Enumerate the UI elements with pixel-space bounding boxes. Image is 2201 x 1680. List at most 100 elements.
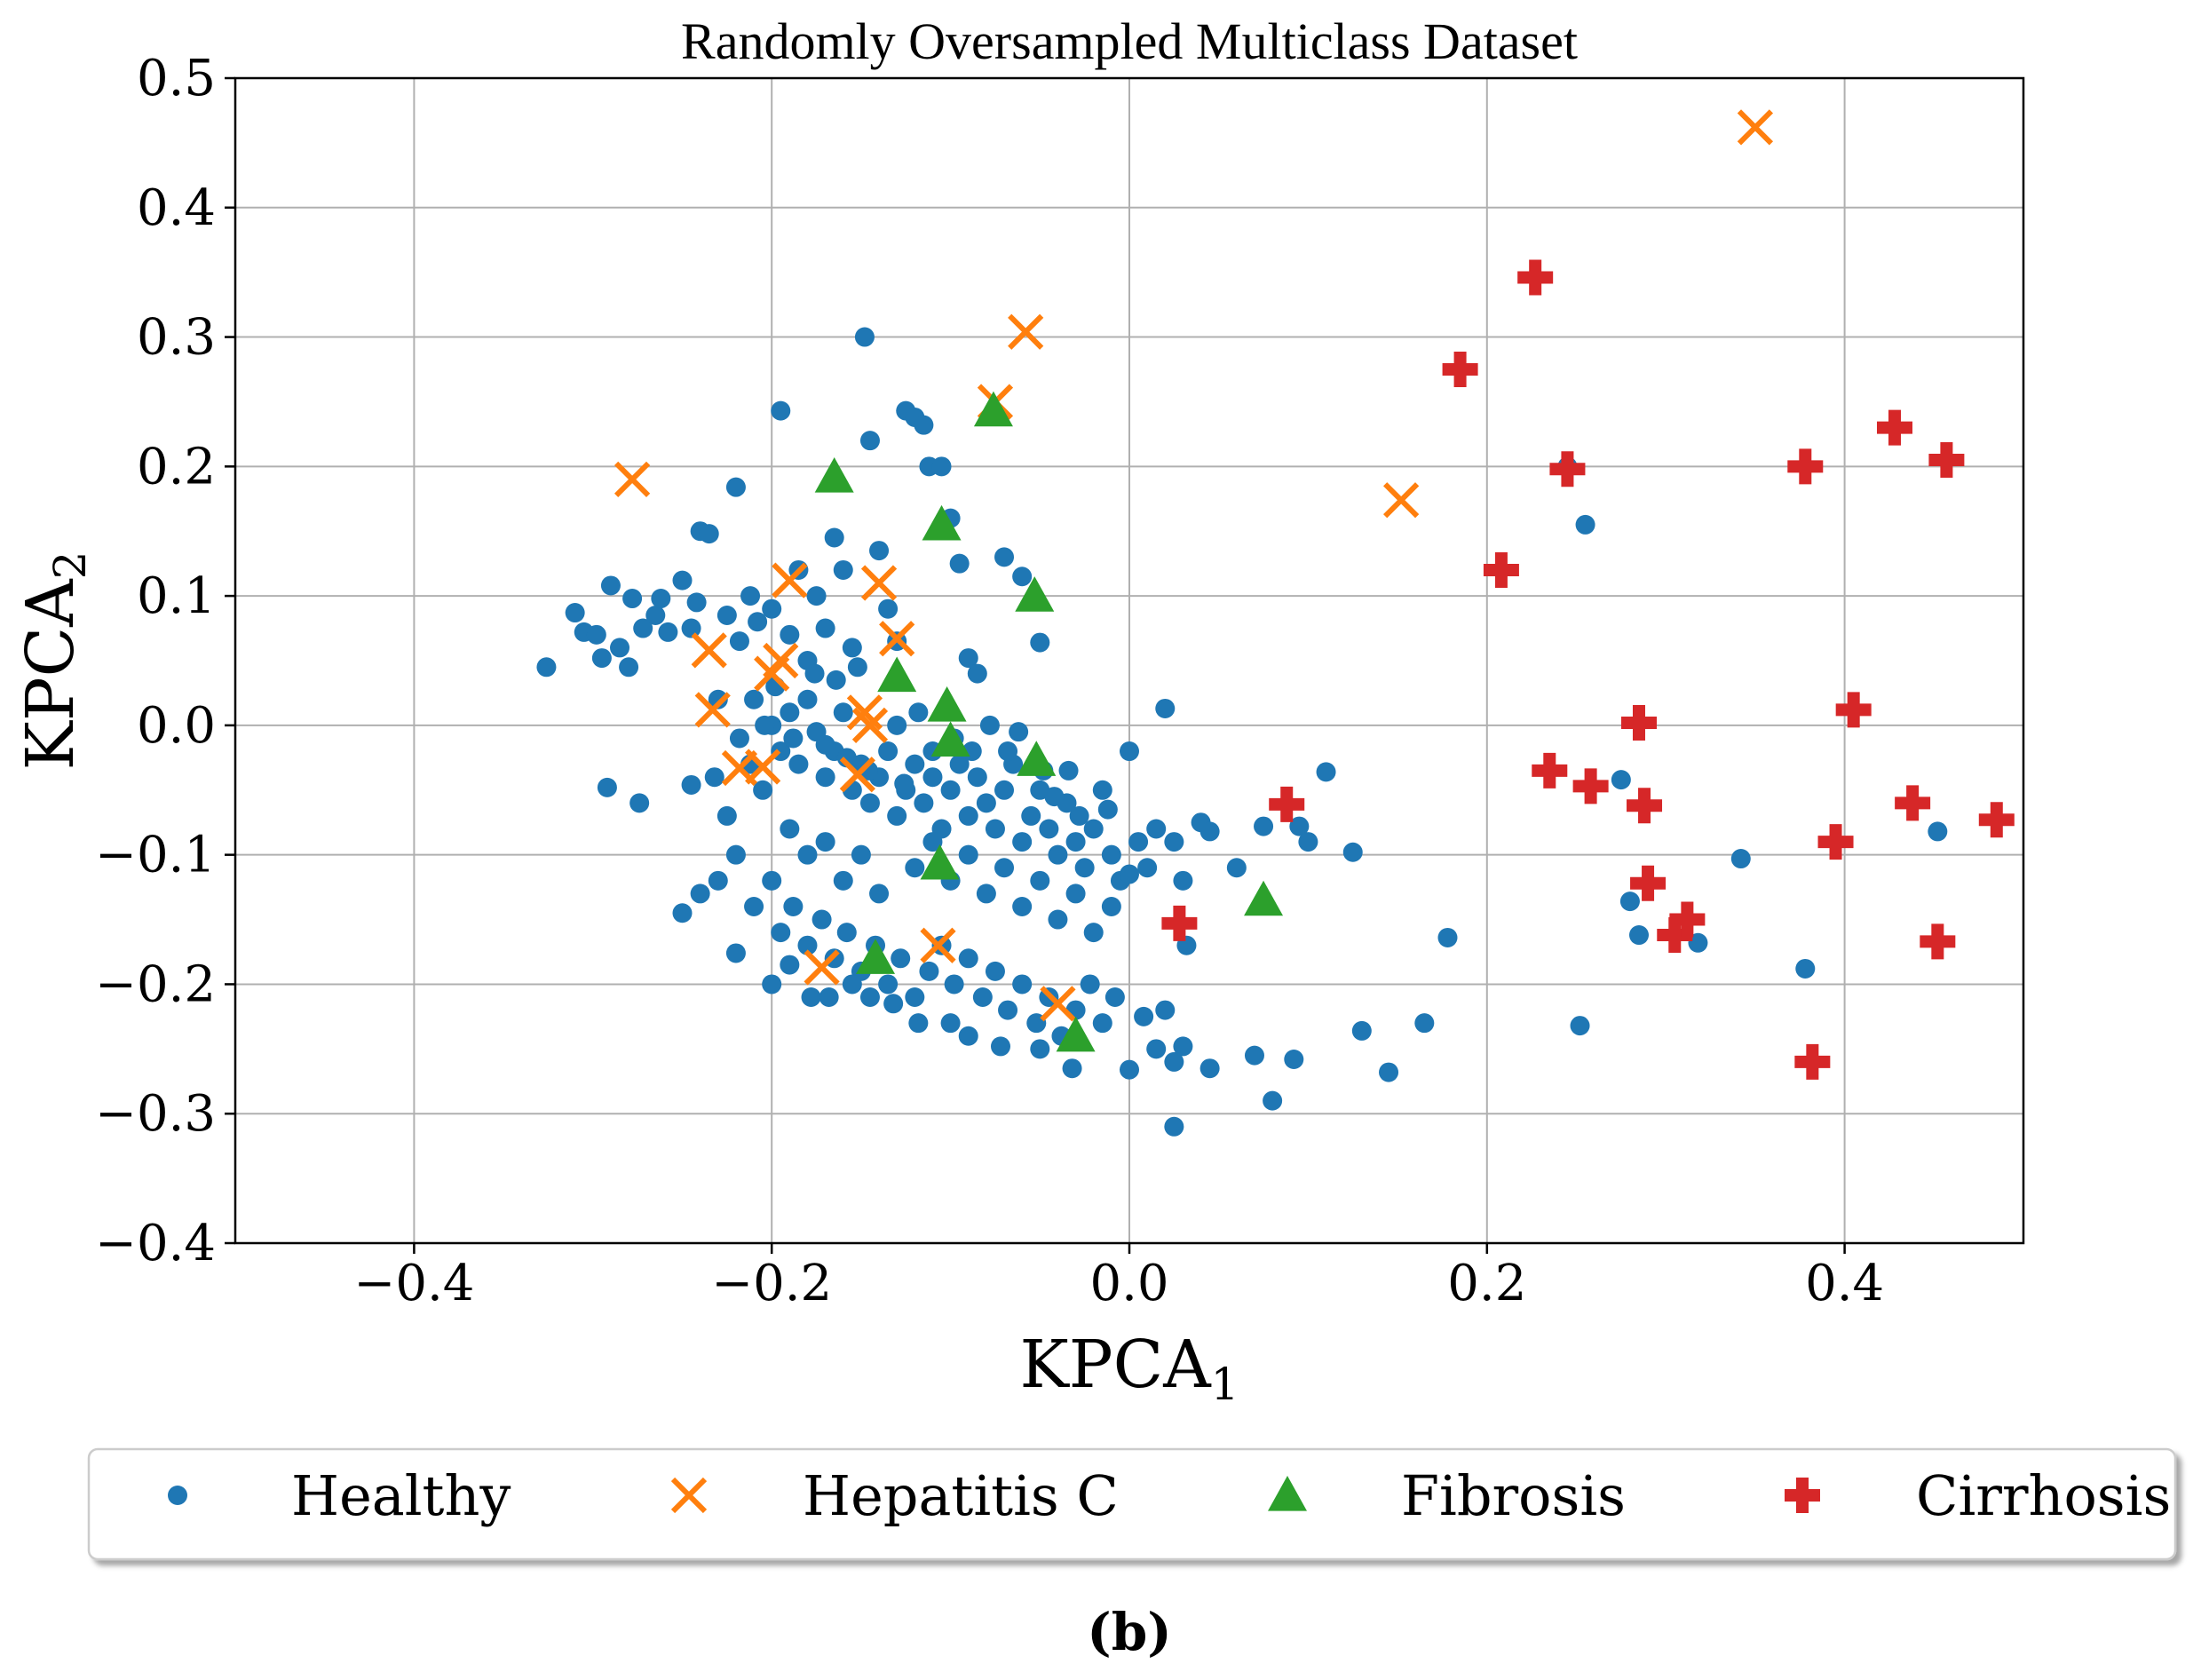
healthy-point: [1619, 892, 1640, 912]
cirrhosis-point: [1920, 923, 1956, 960]
healthy-point: [914, 793, 934, 813]
legend-label-healthy: Healthy: [291, 1463, 511, 1528]
healthy-point: [908, 702, 929, 723]
healthy-point: [725, 943, 746, 963]
healthy-point: [1101, 844, 1121, 865]
healthy-point: [1012, 832, 1033, 852]
healthy-point: [979, 715, 1000, 735]
fibrosis-point: [973, 391, 1013, 427]
healthy-point: [744, 689, 764, 709]
healthy-point: [1351, 1020, 1372, 1041]
series-cirrhosis: [1161, 259, 2015, 1080]
healthy-point: [985, 961, 1005, 981]
fibrosis-point: [1017, 741, 1057, 776]
healthy-point: [1289, 816, 1310, 836]
healthy-point: [1628, 925, 1649, 946]
healthy-point: [748, 612, 768, 632]
cirrhosis-point: [1627, 788, 1663, 824]
healthy-point: [812, 909, 832, 930]
hepatitis-c-point: [614, 461, 651, 498]
healthy-point: [586, 624, 606, 645]
fibrosis-point: [856, 939, 896, 974]
healthy-point: [717, 805, 737, 826]
healthy-point: [1120, 741, 1139, 762]
cirrhosis-point: [1572, 768, 1609, 804]
fibrosis-point: [1056, 1016, 1096, 1052]
cirrhosis-point: [1442, 352, 1478, 387]
healthy-point: [651, 589, 671, 609]
series-healthy: [536, 327, 1948, 1137]
healthy-point: [780, 955, 800, 975]
hepatitis-c-point: [1383, 482, 1420, 519]
healthy-point: [1146, 1039, 1167, 1059]
healthy-point: [1795, 958, 1816, 979]
healthy-point: [972, 987, 993, 1008]
healthy-point: [1030, 870, 1050, 891]
healthy-point: [1065, 884, 1086, 904]
legend-label-hepatitis-c: Hepatitis C: [803, 1463, 1119, 1528]
healthy-point: [894, 773, 914, 794]
healthy-point: [755, 715, 775, 735]
healthy-point: [859, 431, 880, 451]
healthy-point: [1092, 780, 1112, 800]
healthy-point: [788, 754, 809, 774]
healthy-point: [967, 663, 987, 684]
healthy-point: [1199, 821, 1220, 842]
y-tick-label: −0.2: [95, 955, 216, 1013]
healthy-point: [1134, 1006, 1154, 1026]
healthy-point: [536, 657, 557, 678]
cirrhosis-point: [1517, 259, 1554, 296]
legend-marker-cirrhosis: [1785, 1478, 1820, 1513]
healthy-point: [633, 618, 653, 638]
healthy-point: [1044, 787, 1065, 807]
x-tick-label: −0.2: [711, 1255, 832, 1312]
healthy-point: [914, 415, 934, 435]
healthy-point: [905, 858, 925, 878]
hepatitis-c-point: [772, 562, 808, 598]
healthy-point: [771, 400, 791, 421]
cirrhosis-point: [1549, 451, 1586, 487]
healthy-point: [985, 819, 1005, 839]
healthy-point: [878, 974, 899, 995]
healthy-point: [1092, 1013, 1112, 1034]
healthy-point: [725, 844, 746, 865]
hepatitis-c-point: [1737, 109, 1774, 146]
healthy-point: [869, 541, 890, 561]
healthy-point: [1146, 819, 1167, 839]
healthy-point: [815, 734, 835, 755]
healthy-point: [958, 648, 978, 669]
y-tick-label: 0.2: [137, 438, 216, 495]
x-tick-label: 0.2: [1447, 1255, 1526, 1312]
legend-box: [87, 1447, 2177, 1561]
healthy-point: [780, 819, 800, 839]
healthy-point: [1097, 799, 1118, 820]
healthy-point: [949, 553, 970, 574]
hepatitis-c-point: [763, 642, 799, 679]
healthy-point: [1298, 832, 1318, 852]
legend-marker-fibrosis: [1268, 1476, 1307, 1511]
healthy-point: [762, 974, 782, 995]
y-tick-label: −0.1: [95, 827, 216, 884]
healthy-point: [891, 948, 911, 969]
cirrhosis-point: [1483, 551, 1519, 588]
healthy-point: [905, 754, 925, 774]
healthy-point: [622, 589, 643, 609]
cirrhosis-point: [1269, 786, 1305, 822]
healthy-point: [815, 832, 835, 852]
cirrhosis-point: [1620, 704, 1657, 741]
healthy-point: [658, 622, 678, 642]
y-tick-label: 0.0: [137, 697, 216, 755]
healthy-point: [833, 559, 853, 580]
healthy-point: [1104, 987, 1125, 1008]
healthy-point: [797, 935, 818, 955]
healthy-point: [1316, 762, 1336, 782]
healthy-point: [878, 598, 899, 619]
legend: Healthy Hepatitis C Fibrosis Cirrhosis: [87, 1447, 2177, 1561]
healthy-point: [944, 974, 964, 995]
healthy-point: [887, 805, 907, 826]
healthy-point: [771, 923, 791, 943]
healthy-point: [600, 575, 621, 596]
healthy-point: [1437, 927, 1458, 947]
healthy-point: [919, 961, 939, 981]
healthy-point: [1254, 816, 1274, 836]
